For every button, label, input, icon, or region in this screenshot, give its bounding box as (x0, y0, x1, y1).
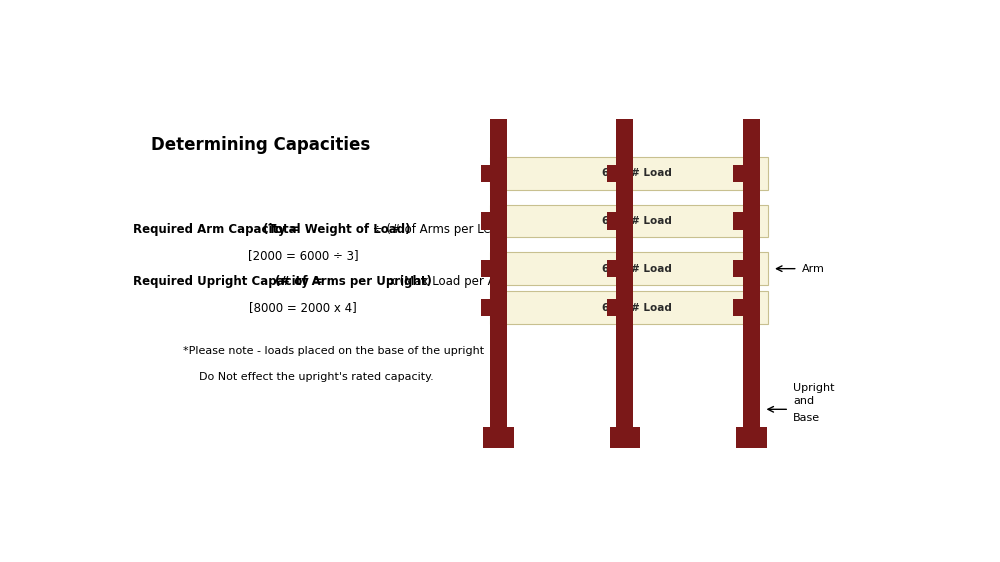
Bar (490, 291, 768, 324)
Text: 6000# Load: 6000# Load (602, 302, 672, 312)
Bar (481, 212, 490, 230)
Text: Do Not effect the upright's rated capacity.: Do Not effect the upright's rated capaci… (199, 372, 433, 382)
Bar (733, 299, 743, 316)
Text: [2000 = 6000 ÷ 3]: [2000 = 6000 ÷ 3] (248, 249, 359, 262)
Text: Determining Capacities: Determining Capacities (151, 137, 370, 155)
Bar (733, 165, 743, 182)
Text: 6000# Load: 6000# Load (602, 169, 672, 179)
Bar (490, 119, 507, 448)
Text: (# of Arms per Upright): (# of Arms per Upright) (275, 275, 431, 288)
Text: [8000 = 2000 x 4]: [8000 = 2000 x 4] (249, 301, 357, 314)
Bar (610, 427, 640, 448)
Bar (607, 299, 616, 316)
Text: 6000# Load: 6000# Load (602, 264, 672, 274)
Bar (733, 212, 743, 230)
Bar (481, 260, 490, 277)
Bar (490, 252, 768, 285)
Bar (481, 165, 490, 182)
Text: ÷ (# of Arms per Level): ÷ (# of Arms per Level) (369, 223, 513, 236)
Bar (490, 157, 768, 190)
Bar (736, 427, 767, 448)
Text: Arm: Arm (802, 264, 824, 274)
Text: x (Max Load per Arm): x (Max Load per Arm) (385, 275, 517, 288)
Bar (607, 165, 616, 182)
Bar (616, 119, 633, 448)
Bar (490, 205, 768, 237)
Text: (Total Weight of Load): (Total Weight of Load) (263, 223, 410, 236)
Text: Base: Base (793, 413, 820, 423)
Bar (607, 212, 616, 230)
Text: and: and (793, 396, 814, 406)
Text: Required Upright Capacity =: Required Upright Capacity = (133, 275, 327, 288)
Bar (607, 260, 616, 277)
Text: *Please note - loads placed on the base of the upright: *Please note - loads placed on the base … (183, 346, 484, 356)
Bar (483, 427, 514, 448)
Text: Upright: Upright (793, 383, 835, 393)
Bar (743, 119, 760, 448)
Bar (733, 260, 743, 277)
Bar (481, 299, 490, 316)
Text: Required Arm Capacity =: Required Arm Capacity = (133, 223, 304, 236)
Text: 6000# Load: 6000# Load (602, 216, 672, 226)
